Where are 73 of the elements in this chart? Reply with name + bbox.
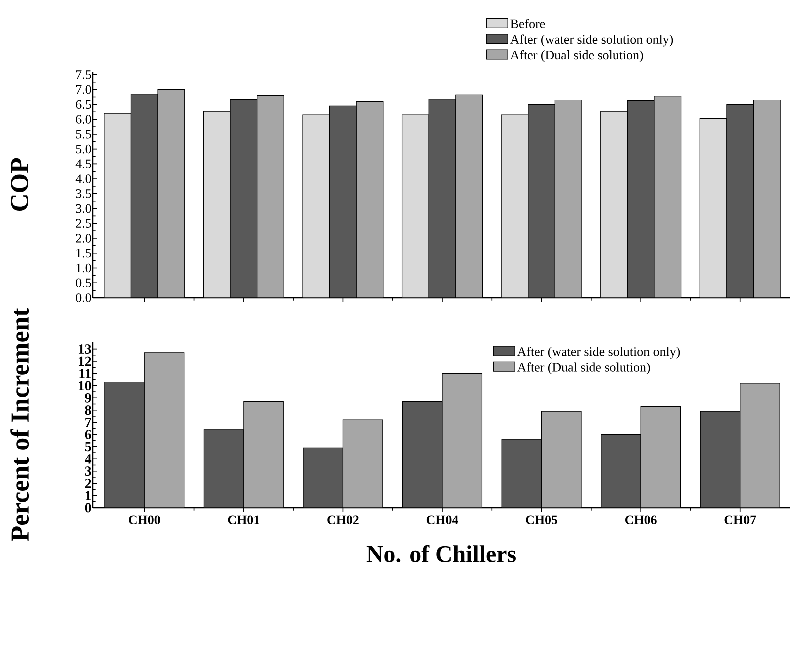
legend-label: After (Dual side solution) [517, 362, 650, 374]
x-tick-label: CH05 [526, 516, 558, 524]
y-tick-label: 5.5 [76, 130, 92, 139]
bar [528, 104, 556, 298]
bar [726, 104, 754, 298]
bar [203, 111, 231, 298]
y-tick-label: 11 [80, 369, 92, 378]
y-tick-label: 1.0 [76, 264, 92, 273]
y-tick-label: 0.0 [76, 294, 92, 302]
y-tick-label: 1 [86, 491, 92, 500]
x-axis-title: No. of Chillers [366, 545, 516, 563]
bar [158, 90, 186, 298]
bar [130, 94, 158, 298]
bar [356, 101, 384, 298]
y-tick-label: 2.0 [76, 234, 92, 243]
bar [501, 114, 529, 298]
bar [502, 439, 542, 508]
bar [700, 118, 728, 298]
y-tick-label: 5 [85, 442, 92, 452]
bar [230, 99, 258, 298]
y-tick-label: 4 [85, 454, 92, 464]
y-tick-label: 9 [85, 393, 92, 403]
bar [601, 434, 642, 508]
bar [302, 114, 330, 298]
y-tick-label: 7.0 [76, 85, 92, 94]
bar [428, 99, 456, 298]
y-tick-label: 6.5 [76, 100, 92, 110]
y-axis-title: Percent of Increment [10, 308, 30, 542]
y-tick-label: 7.5 [76, 70, 92, 80]
x-tick-label: CH07 [724, 516, 756, 524]
bar [303, 448, 344, 508]
y-axis-title: COP [11, 158, 29, 212]
y-tick-label: 7 [86, 418, 92, 428]
legend-label: After (water side solution only) [517, 346, 680, 359]
bar [456, 94, 484, 298]
y-tick-label: 3.0 [76, 204, 92, 214]
bar [257, 95, 284, 298]
y-tick-label: 2 [85, 478, 92, 488]
bar [402, 114, 430, 298]
y-tick-label: 3 [85, 466, 92, 476]
y-tick-label: 13 [78, 344, 92, 354]
bar [330, 106, 357, 298]
y-tick-label: 4.0 [76, 174, 92, 184]
y-tick-label: 5.0 [76, 144, 92, 154]
x-tick-label: CH06 [626, 516, 657, 524]
legend-label: After (water side solution only) [510, 34, 674, 47]
bar [627, 100, 655, 298]
x-tick-label: CH01 [228, 516, 260, 524]
y-tick-label: 6 [85, 430, 92, 440]
y-tick-label: 2.5 [76, 219, 92, 228]
bar [204, 430, 244, 508]
bar [600, 111, 628, 298]
y-tick-label: 6.0 [76, 115, 92, 124]
y-tick-label: 4.5 [76, 160, 92, 169]
bar [104, 382, 145, 508]
y-tick-label: 12 [78, 356, 92, 366]
y-tick-label: 8 [85, 406, 92, 416]
x-tick-label: CH00 [129, 516, 160, 524]
y-tick-label: 3.5 [76, 190, 92, 198]
legend-label: After (Dual side solution) [510, 50, 644, 62]
y-tick-label: 1.5 [76, 249, 92, 258]
bar [654, 96, 682, 298]
y-tick-label: 0.5 [76, 278, 92, 288]
y-tick-label: 0 [85, 503, 92, 513]
bar [104, 113, 132, 298]
bar [753, 100, 781, 298]
x-tick-label: CH04 [426, 516, 458, 524]
bar [402, 401, 443, 508]
legend-label: Before [510, 19, 546, 28]
x-tick-label: CH02 [328, 516, 359, 524]
bar [700, 411, 741, 508]
bar [554, 100, 582, 298]
y-tick-label: 10 [78, 381, 92, 391]
